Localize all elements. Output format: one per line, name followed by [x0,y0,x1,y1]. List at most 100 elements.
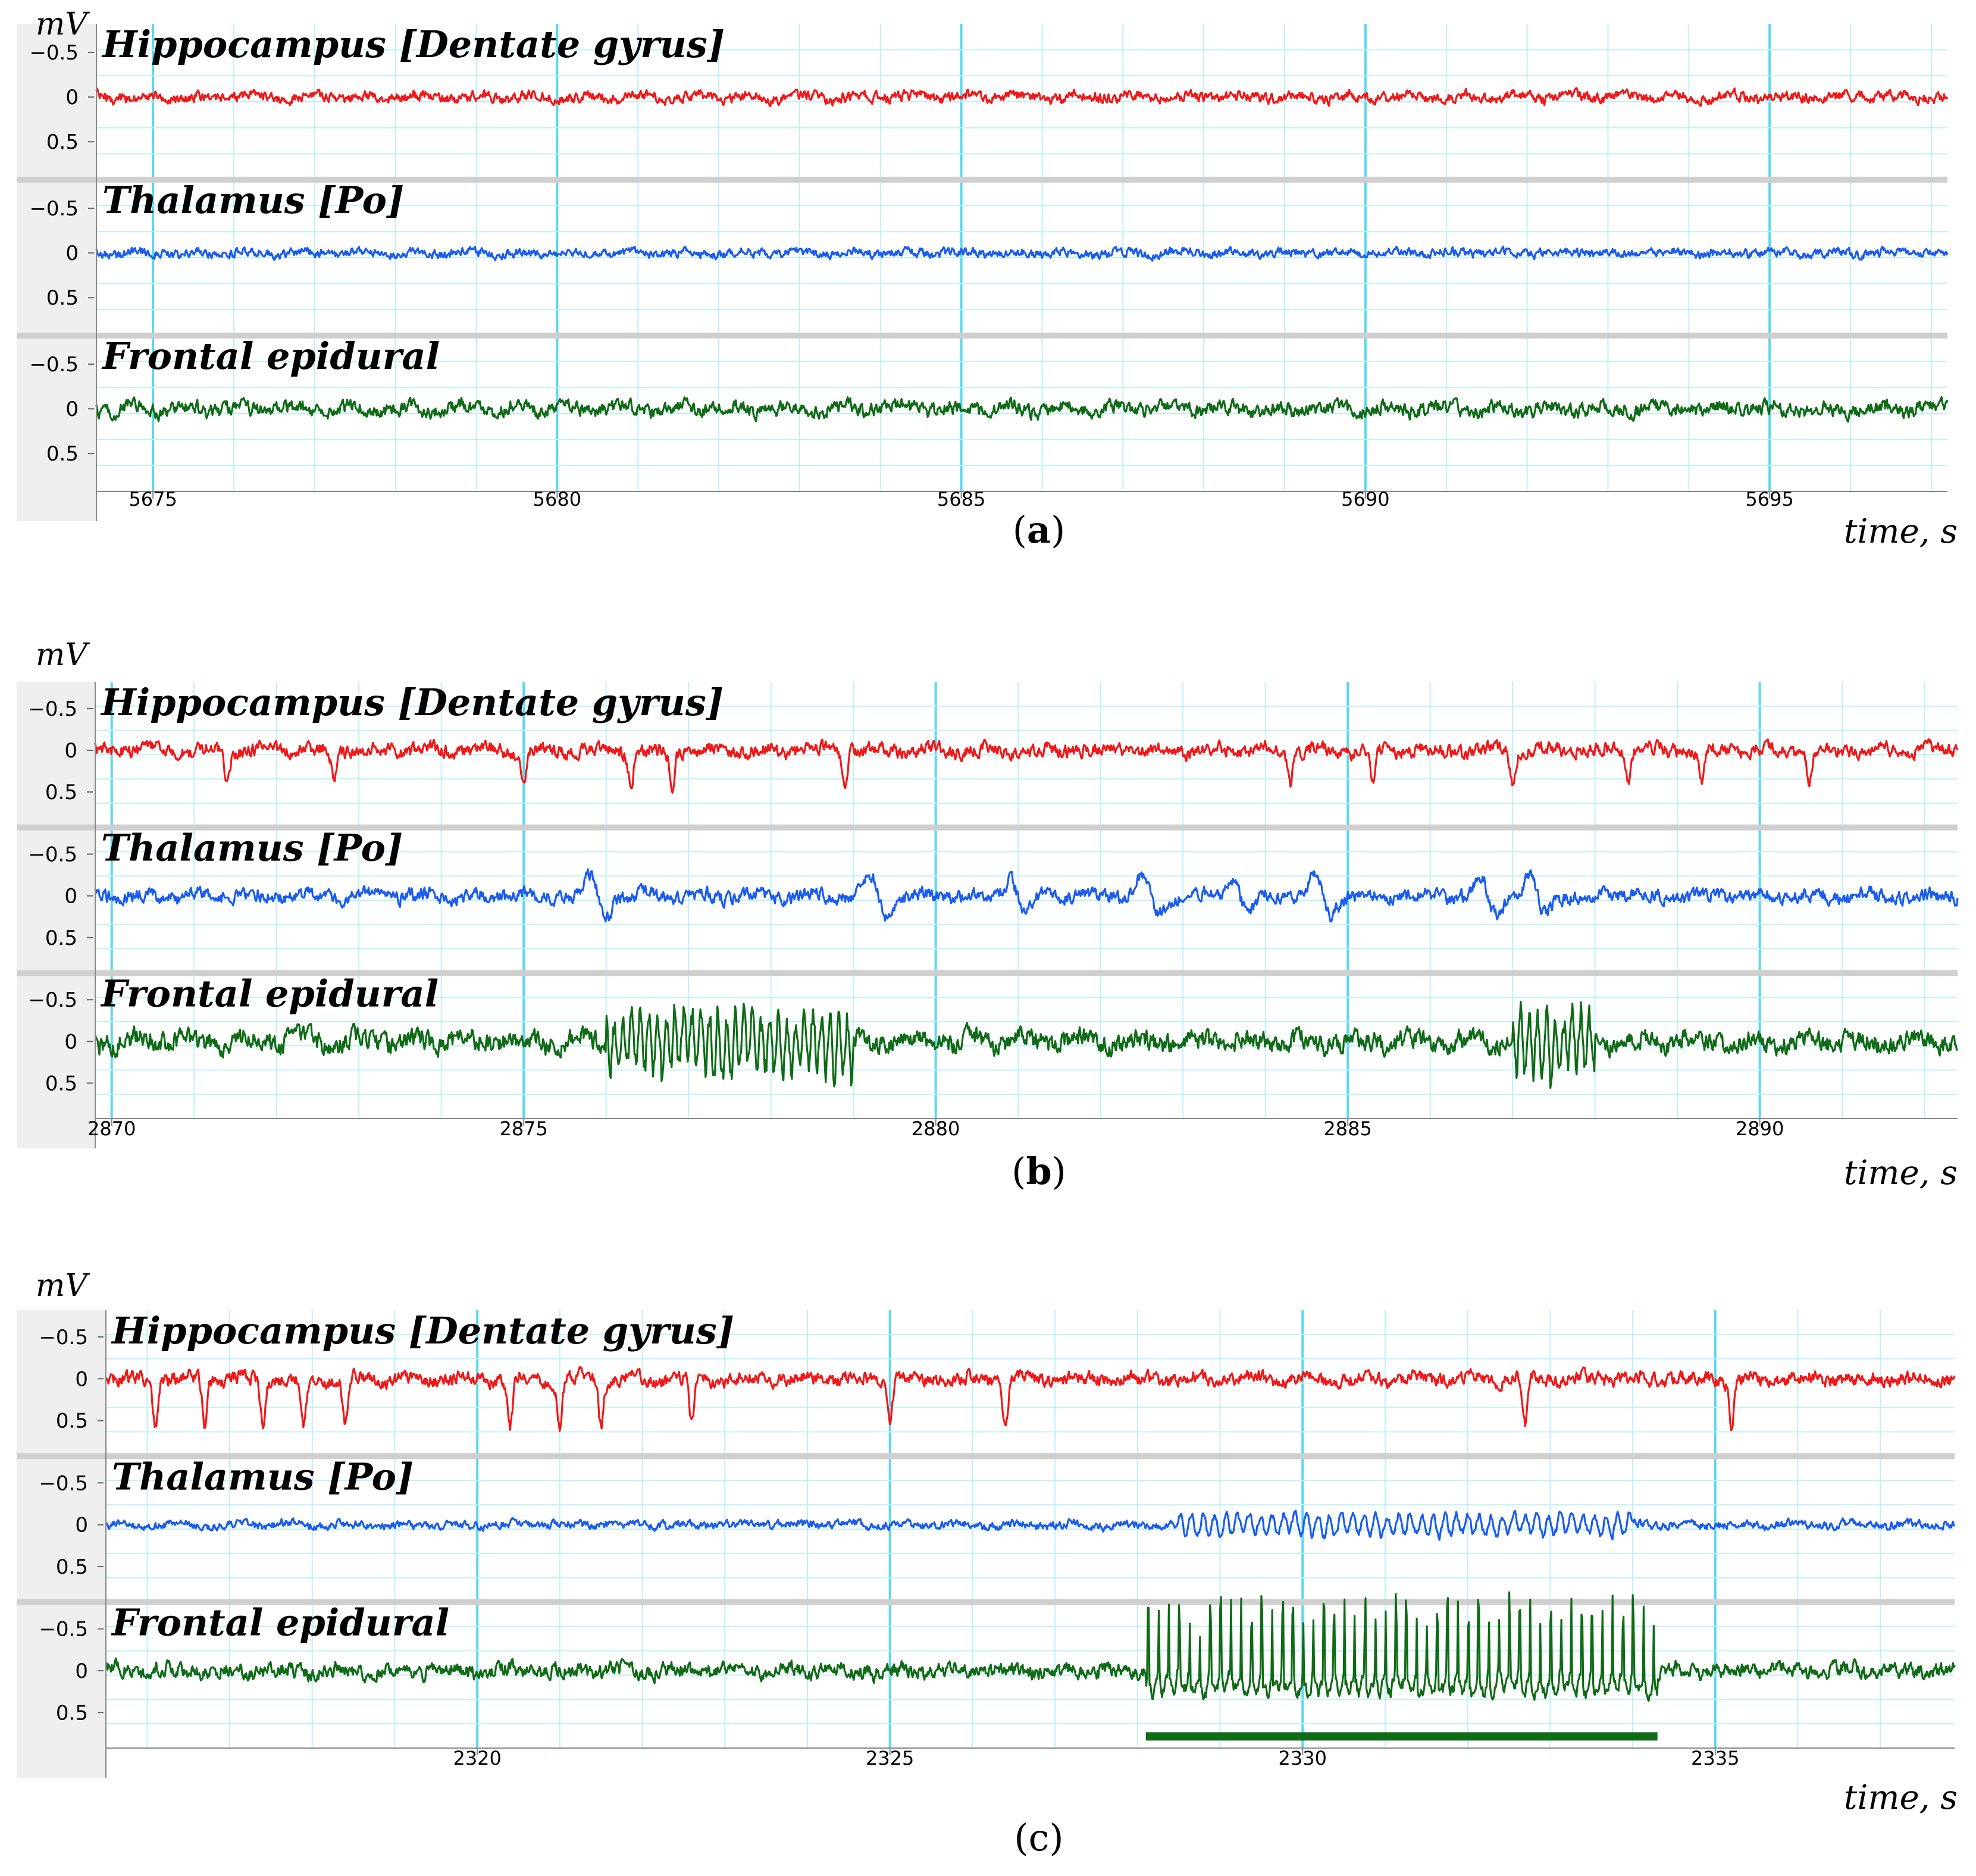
channel-3: −0.5 0 0.5 Frontal epidural [17,1591,1956,1725]
x-unit-label: time, s [1844,512,1958,551]
y-tick-label: 0 [65,242,79,265]
trace-thalamus [94,868,1959,923]
y-tick-label: −0.5 [28,988,77,1012]
x-tick-label: 2890 [1736,1117,1784,1140]
x-tick-label: 5685 [937,488,985,511]
panel-label-close: ) [1049,1816,1063,1859]
panel-label-letter: b [1026,1150,1051,1193]
channel-title: Thalamus [Po] [102,178,404,222]
y-tick-label: −0.5 [39,1326,88,1349]
panel-label: (a) [1013,508,1066,552]
y-tick-label: −0.5 [39,1471,88,1495]
x-tick-label: 2325 [866,1747,914,1769]
discharge-marker-bar [1145,1732,1658,1741]
channel-separator [17,333,1947,339]
x-tick-label: 2330 [1279,1747,1327,1769]
trace-hippocampus [105,1365,1956,1432]
channel-separator [17,1453,1955,1460]
x-tick-label: 5690 [1341,488,1389,511]
channel-1: −0.5 0 0.5 Hippocampus [Dentate gyrus] [28,681,1959,804]
x-tick-label: 5680 [533,488,581,511]
channel-title: Hippocampus [Dentate gyrus] [111,1309,734,1352]
x-tick-label: 2870 [87,1117,136,1140]
channel-title: Hippocampus [Dentate gyrus] [101,23,725,66]
y-axis-gutter [17,1310,106,1778]
y-tick-label: 0.5 [46,286,79,310]
x-tick-label: 2320 [453,1747,501,1769]
channel-title: Hippocampus [Dentate gyrus] [100,681,724,724]
trace-thalamus [105,1509,1956,1541]
trace-hippocampus [94,738,1959,794]
x-tick-label: 2880 [912,1117,960,1140]
x-tick-label: 5675 [129,488,177,511]
y-unit-label: mV [36,1268,90,1304]
trace-frontal [94,1000,1958,1089]
channel-title: Thalamus [Po] [101,826,403,870]
y-axis-gutter [17,682,95,1148]
y-tick-label: −0.5 [29,41,79,65]
channel-2: −0.5 0 0.5 Thalamus [Po] [17,177,1949,311]
channel-1: −0.5 0 0.5 Hippocampus [Dentate gyrus] [39,1309,1956,1433]
y-tick-label: 0.5 [45,781,77,804]
channel-separator [17,824,1958,831]
y-tick-label: 0.5 [46,130,79,154]
channel-title: Thalamus [Po] [112,1455,414,1498]
panel-label-letter: c [1029,1816,1050,1859]
panel-a: −0.5 0 0.5 Hippocampus [Dentate gyrus] −0.5 0… [17,7,1958,552]
y-unit-label: mV [36,7,90,42]
y-tick-label: 0 [75,1367,88,1391]
panel-label: (c) [1014,1816,1063,1859]
channel-1: −0.5 0 0.5 Hippocampus [Dentate gyrus] [29,23,1949,155]
y-tick-label: −0.5 [39,1618,88,1642]
trace-frontal [105,1591,1956,1702]
panel-label-letter: a [1027,508,1051,552]
y-tick-label: 0 [65,86,79,109]
y-tick-label: 0 [65,397,79,421]
y-tick-label: 0 [64,885,77,909]
y-tick-label: 0.5 [56,1410,88,1433]
y-tick-label: −0.5 [28,843,77,867]
x-unit-label: time, s [1844,1154,1958,1192]
channel-title: Frontal epidural [101,334,440,378]
x-tick-label: 2885 [1323,1117,1371,1140]
trace-frontal [95,396,1949,423]
channel-separator [17,970,1958,976]
y-tick-label: 0 [64,739,77,763]
y-tick-label: 0.5 [56,1701,88,1725]
y-tick-label: 0 [64,1030,77,1054]
y-tick-label: 0 [75,1514,88,1537]
panel-label-open: ( [1012,1150,1026,1193]
channel-2: −0.5 0 0.5 Thalamus [Po] [17,824,1959,950]
x-tick-label: 2335 [1691,1747,1739,1769]
channel-title: Frontal epidural [111,1601,449,1645]
channel-separator [17,1599,1955,1605]
panel-label: (b) [1012,1150,1066,1193]
y-axis-gutter [17,24,96,521]
y-tick-label: −0.5 [28,697,77,721]
channel-3: −0.5 0 0.5 Frontal epidural [17,333,1949,466]
trace-thalamus [95,245,1949,262]
panel-c: −0.5 0 0.5 Hippocampus [Dentate gyrus] −0.5 0… [17,1268,1958,1859]
channel-3: −0.5 0 0.5 Frontal epidural [17,970,1958,1095]
y-tick-label: 0.5 [46,442,79,466]
y-tick-label: −0.5 [29,353,79,377]
y-tick-label: 0.5 [56,1555,88,1579]
y-tick-label: 0 [75,1659,88,1683]
y-tick-label: 0.5 [45,1072,77,1095]
panel-label-close: ) [1051,508,1065,552]
y-tick-label: 0.5 [45,926,77,950]
x-tick-label: 5695 [1745,488,1793,511]
x-unit-label: time, s [1844,1778,1958,1817]
y-unit-label: mV [36,637,90,673]
channel-separator [17,177,1947,183]
channel-title: Frontal epidural [100,972,439,1015]
panel-label-open: ( [1014,1816,1028,1859]
panel-b: −0.5 0 0.5 Hippocampus [Dentate gyrus] −0.5 0… [17,637,1959,1193]
y-tick-label: −0.5 [29,197,79,221]
x-tick-label: 2875 [499,1117,547,1140]
channel-2: −0.5 0 0.5 Thalamus [Po] [17,1453,1956,1579]
panel-label-close: ) [1052,1150,1066,1193]
trace-hippocampus [95,87,1949,108]
panel-label-open: ( [1013,508,1027,552]
